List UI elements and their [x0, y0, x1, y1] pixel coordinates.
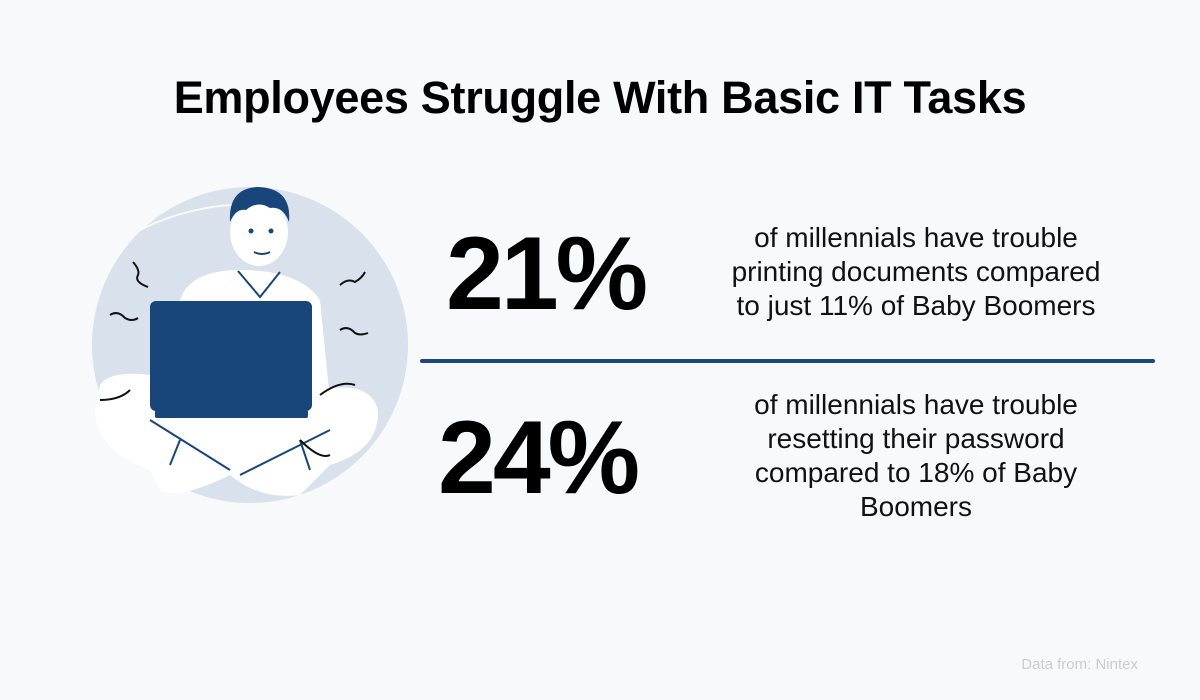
squiggle-icon — [339, 327, 369, 336]
stat-description-2: of millennials have trouble resetting th… — [686, 388, 1146, 524]
desc-line: Boomers — [859, 491, 973, 522]
desc-line: compared to 18% of Baby — [754, 457, 1078, 488]
laptop-base — [155, 410, 308, 418]
laptop — [150, 301, 312, 411]
page-title: Employees Struggle With Basic IT Tasks — [173, 72, 1027, 123]
squiggle-icon — [109, 312, 139, 321]
stat-description-1: of millennials have trouble printing doc… — [686, 221, 1146, 323]
divider — [420, 359, 1155, 363]
hair — [229, 187, 290, 222]
stat-value-2: 24% — [438, 400, 640, 516]
man-with-laptop-illustration — [92, 187, 408, 503]
source-credit: Data from: Nintex — [1021, 656, 1138, 673]
squiggle-icon — [132, 261, 149, 288]
desc-line: resetting their password — [767, 423, 1065, 454]
desc-line: of millennials have trouble — [754, 222, 1078, 253]
stat-value-1: 21% — [446, 216, 648, 332]
squiggle-icon — [339, 271, 366, 286]
desc-line: of millennials have trouble — [754, 389, 1078, 420]
desc-line: printing documents compared — [731, 256, 1101, 287]
desc-line: to just 11% of Baby Boomers — [736, 290, 1096, 321]
head — [230, 198, 288, 266]
